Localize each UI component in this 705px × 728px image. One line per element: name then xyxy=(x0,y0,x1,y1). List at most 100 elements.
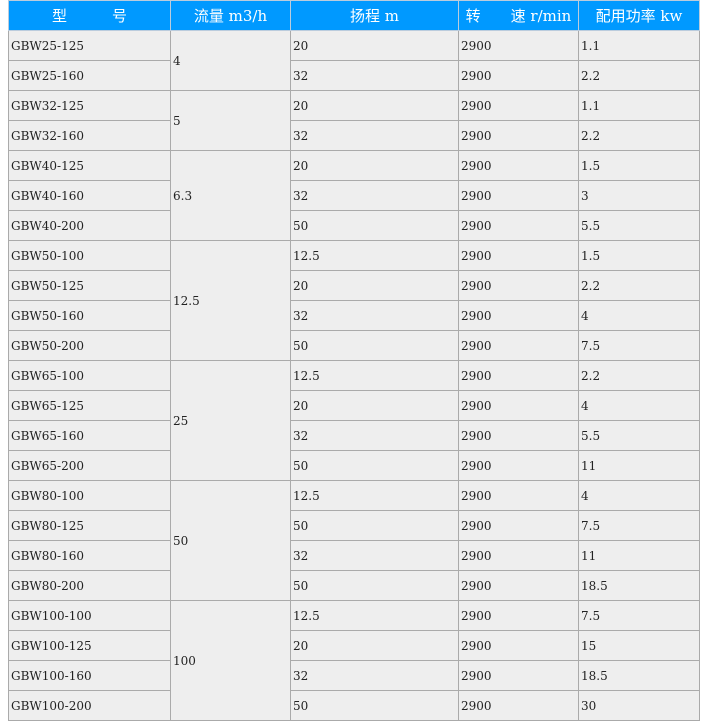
speed-cell: 2900 xyxy=(458,360,579,391)
model-cell: GBW100-160 xyxy=(8,660,171,691)
header-power: 配用功率 kw xyxy=(578,0,700,31)
speed-cell: 2900 xyxy=(458,390,579,421)
head-cell: 20 xyxy=(290,270,459,301)
power-cell: 7.5 xyxy=(578,600,700,631)
table-row: GBW65-100 25 12.5 2900 2.2 xyxy=(8,360,700,481)
speed-cell: 2900 xyxy=(458,30,579,61)
model-cell: GBW100-100 xyxy=(8,600,171,631)
speed-cell: 2900 xyxy=(458,150,579,181)
speed-cell: 2900 xyxy=(458,450,579,481)
header-speed: 转 速 r/min xyxy=(458,0,579,31)
power-cell: 1.5 xyxy=(578,240,700,271)
power-cell: 2.2 xyxy=(578,120,700,151)
head-cell: 32 xyxy=(290,120,459,151)
model-cell: GBW65-125 xyxy=(8,390,171,421)
header-flow: 流量 m3/h xyxy=(170,0,291,31)
head-cell: 50 xyxy=(290,570,459,601)
power-cell: 4 xyxy=(578,300,700,331)
power-cell: 1.5 xyxy=(578,150,700,181)
head-cell: 32 xyxy=(290,420,459,451)
head-cell: 32 xyxy=(290,180,459,211)
head-cell: 50 xyxy=(290,210,459,241)
model-cell: GBW50-160 xyxy=(8,300,171,331)
speed-cell: 2900 xyxy=(458,660,579,691)
header-row: 型 号 流量 m3/h 扬程 m 转 速 r/min 配用功率 kw xyxy=(8,0,700,31)
head-cell: 20 xyxy=(290,630,459,661)
model-cell: GBW50-200 xyxy=(8,330,171,361)
speed-cell: 2900 xyxy=(458,120,579,151)
head-cell: 50 xyxy=(290,510,459,541)
head-cell: 12.5 xyxy=(290,360,459,391)
table-row: GBW65-125 20 2900 4 xyxy=(8,390,700,421)
speed-cell: 2900 xyxy=(458,270,579,301)
table-row: GBW80-100 50 12.5 2900 4 xyxy=(8,480,700,601)
model-cell: GBW40-160 xyxy=(8,180,171,211)
model-cell: GBW80-200 xyxy=(8,570,171,601)
speed-cell: 2900 xyxy=(458,180,579,211)
flow-cell: 25 xyxy=(170,360,291,481)
model-cell: GBW65-100 xyxy=(8,360,171,391)
head-cell: 32 xyxy=(290,540,459,571)
speed-cell: 2900 xyxy=(458,570,579,601)
speed-cell: 2900 xyxy=(458,240,579,271)
power-cell: 15 xyxy=(578,630,700,661)
head-cell: 12.5 xyxy=(290,240,459,271)
model-cell: GBW50-100 xyxy=(8,240,171,271)
model-cell: GBW80-160 xyxy=(8,540,171,571)
power-cell: 2.2 xyxy=(578,60,700,91)
flow-cell: 5 xyxy=(170,90,291,151)
pump-spec-table: 型 号 流量 m3/h 扬程 m 转 速 r/min 配用功率 kw GBW25… xyxy=(8,0,700,721)
power-cell: 2.2 xyxy=(578,270,700,301)
speed-cell: 2900 xyxy=(458,540,579,571)
table-row: GBW100-200 50 2900 30 xyxy=(8,690,700,721)
model-cell: GBW65-160 xyxy=(8,420,171,451)
table-row: GBW50-200 50 2900 7.5 xyxy=(8,330,700,361)
table-row: GBW100-100 100 12.5 2900 7.5 xyxy=(8,600,700,721)
table-row: GBW40-200 50 2900 5.5 xyxy=(8,210,700,241)
table-row: GBW65-200 50 2900 11 xyxy=(8,450,700,481)
table-row: GBW25-160 32 2900 2.2 xyxy=(8,60,700,91)
speed-cell: 2900 xyxy=(458,90,579,121)
model-cell: GBW40-125 xyxy=(8,150,171,181)
table-row: GBW80-200 50 2900 18.5 xyxy=(8,570,700,601)
table-row: GBW32-125 5 20 2900 1.1 xyxy=(8,90,700,151)
flow-cell: 6.3 xyxy=(170,150,291,241)
table-row: GBW50-125 20 2900 2.2 xyxy=(8,270,700,301)
model-cell: GBW32-160 xyxy=(8,120,171,151)
model-cell: GBW100-200 xyxy=(8,690,171,721)
power-cell: 5.5 xyxy=(578,210,700,241)
table-row: GBW40-125 6.3 20 2900 1.5 xyxy=(8,150,700,241)
power-cell: 30 xyxy=(578,690,700,721)
table-row: GBW80-160 32 2900 11 xyxy=(8,540,700,571)
head-cell: 12.5 xyxy=(290,600,459,631)
power-cell: 11 xyxy=(578,540,700,571)
speed-cell: 2900 xyxy=(458,420,579,451)
model-cell: GBW32-125 xyxy=(8,90,171,121)
power-cell: 4 xyxy=(578,390,700,421)
power-cell: 7.5 xyxy=(578,510,700,541)
model-cell: GBW25-160 xyxy=(8,60,171,91)
power-cell: 1.1 xyxy=(578,90,700,121)
model-cell: GBW80-125 xyxy=(8,510,171,541)
power-cell: 1.1 xyxy=(578,30,700,61)
model-cell: GBW50-125 xyxy=(8,270,171,301)
speed-cell: 2900 xyxy=(458,630,579,661)
speed-cell: 2900 xyxy=(458,210,579,241)
header-model: 型 号 xyxy=(8,0,171,31)
head-cell: 20 xyxy=(290,390,459,421)
speed-cell: 2900 xyxy=(458,330,579,361)
speed-cell: 2900 xyxy=(458,60,579,91)
speed-cell: 2900 xyxy=(458,690,579,721)
head-cell: 20 xyxy=(290,30,459,61)
power-cell: 18.5 xyxy=(578,660,700,691)
power-cell: 2.2 xyxy=(578,360,700,391)
model-cell: GBW100-125 xyxy=(8,630,171,661)
speed-cell: 2900 xyxy=(458,480,579,511)
head-cell: 20 xyxy=(290,90,459,121)
flow-cell: 12.5 xyxy=(170,240,291,361)
model-cell: GBW25-125 xyxy=(8,30,171,61)
speed-cell: 2900 xyxy=(458,510,579,541)
power-cell: 11 xyxy=(578,450,700,481)
speed-cell: 2900 xyxy=(458,600,579,631)
power-cell: 3 xyxy=(578,180,700,211)
